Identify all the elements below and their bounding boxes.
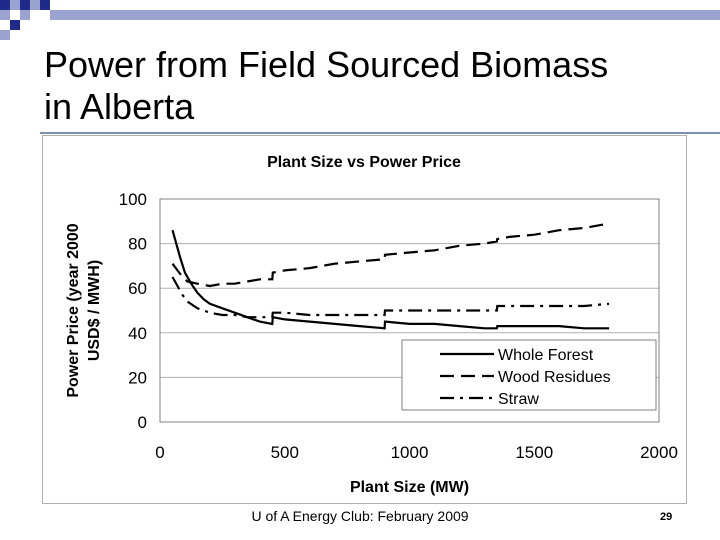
decoration-bar: [50, 10, 720, 20]
x-axis-label: Plant Size (MW): [350, 479, 469, 496]
series-lines: [171, 222, 610, 330]
page-number: 29: [660, 511, 673, 523]
decoration-square: [0, 10, 10, 20]
slide-title-line-2: in Alberta: [44, 86, 195, 127]
y-axis-ticks: 0 20 40 60 80 100: [119, 190, 147, 432]
decoration-square: [0, 30, 10, 40]
chart-frame: Plant Size vs Power Price 0 20 40 60 80 100 0…: [42, 135, 687, 504]
chart-title: Plant Size vs Power Price: [267, 154, 461, 171]
y-tick-label: 100: [119, 190, 147, 209]
legend: Whole Forest Wood Residues Straw: [401, 339, 657, 411]
series-line: [171, 222, 610, 288]
power-price-chart: Plant Size vs Power Price 0 20 40 60 80 100 0…: [65, 154, 678, 496]
y-tick-label: 80: [128, 235, 147, 254]
decoration-square: [40, 0, 50, 10]
x-tick-label: 1000: [391, 443, 429, 462]
y-axis-label-line-1: Power Price (year 2000: [65, 223, 82, 397]
y-axis-label: Power Price (year 2000 USD$ / MWH): [65, 223, 103, 397]
x-tick-label: 0: [155, 443, 164, 462]
slide-title-line-1: Power from Field Sourced Biomass: [44, 44, 609, 85]
y-tick-label: 0: [138, 413, 147, 432]
y-tick-label: 40: [128, 324, 147, 343]
x-axis-ticks: 0 500 1000 1500 2000: [155, 443, 678, 462]
decoration-square: [0, 0, 10, 10]
y-tick-label: 20: [128, 368, 147, 387]
decoration-square: [20, 10, 30, 20]
footer-text: U of A Energy Club: February 2009: [251, 508, 469, 524]
legend-entry: Whole Forest: [498, 347, 594, 364]
title-divider: [40, 132, 720, 134]
decoration-square: [20, 0, 30, 10]
legend-entry: Wood Residues: [498, 369, 611, 386]
decoration-square: [30, 0, 40, 10]
legend-entry: Straw: [498, 391, 539, 408]
decoration-square: [10, 20, 20, 30]
series-line: [171, 276, 610, 319]
x-tick-label: 2000: [640, 443, 678, 462]
y-tick-label: 60: [128, 279, 147, 298]
plot-area: [159, 198, 660, 423]
slide-title: Power from Field Sourced Biomass in Albe…: [44, 44, 704, 128]
series-line: [171, 229, 610, 330]
x-tick-label: 500: [271, 443, 299, 462]
decoration-square: [10, 0, 20, 10]
x-tick-label: 1500: [515, 443, 553, 462]
y-axis-label-line-2: USD$ / MWH): [86, 260, 103, 361]
